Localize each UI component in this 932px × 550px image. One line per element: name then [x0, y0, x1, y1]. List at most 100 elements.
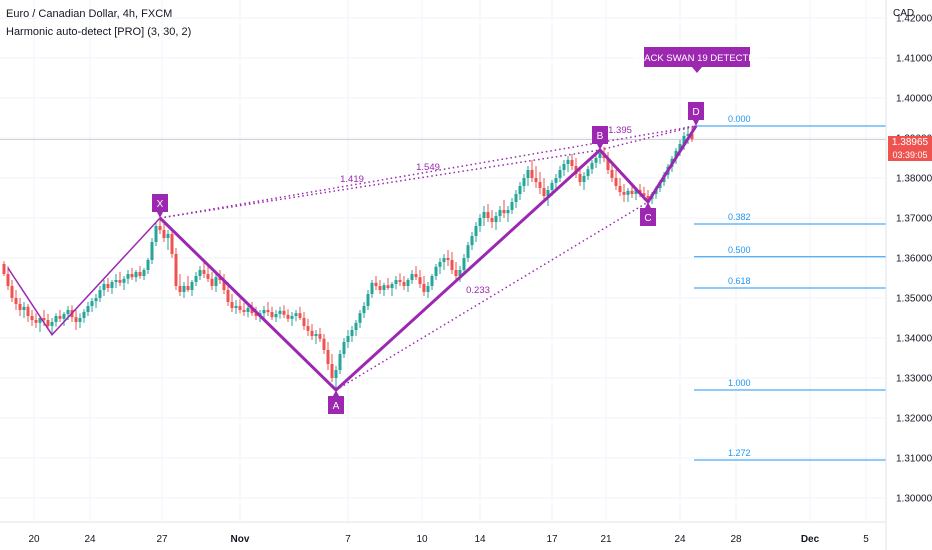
candle-body: [206, 274, 210, 279]
pattern-ratio-line: [159, 149, 601, 219]
candle-body: [442, 258, 446, 262]
candle-body: [554, 178, 558, 183]
candle-body: [210, 278, 214, 286]
candle-body: [326, 350, 330, 364]
candle-body: [198, 270, 202, 276]
candle-body: [150, 242, 154, 260]
candle-body: [678, 144, 682, 151]
candle-body: [190, 282, 194, 290]
candle-body: [278, 310, 282, 314]
candle-body: [478, 218, 482, 226]
candle-body: [394, 280, 398, 284]
y-tick-label: 1.34000: [896, 334, 932, 345]
candle-body: [98, 290, 102, 298]
candle-body: [182, 286, 186, 292]
candle-body: [646, 196, 650, 199]
candle-body: [502, 210, 506, 214]
candle-body: [42, 318, 46, 320]
candle-body: [354, 322, 358, 330]
candle-body: [226, 290, 230, 302]
candle-body: [474, 226, 478, 236]
candle-body: [674, 150, 678, 159]
candle-body: [310, 330, 314, 336]
candle-body: [610, 170, 614, 178]
point-marker-shape: [592, 126, 608, 150]
candle-body: [402, 282, 406, 286]
ratio-label: 1.549: [416, 162, 440, 173]
candle-body: [214, 277, 218, 286]
point-marker-label: D: [692, 107, 699, 118]
candle-body: [242, 310, 246, 312]
candle-body: [382, 285, 386, 290]
point-marker-shape: [152, 194, 168, 218]
pattern-ratio-line: [599, 125, 697, 151]
candle-body: [522, 178, 526, 186]
detection-banner-shape: [644, 47, 750, 73]
detection-banner: BLACK SWAN 19 DETECTED: [633, 47, 762, 73]
candle-body: [346, 336, 350, 342]
price-axis[interactable]: 1.30000 1.31000 1.32000 1.33000 1.34000 1.350…: [885, 0, 932, 550]
candle-body: [94, 298, 98, 302]
candle-body: [690, 134, 694, 140]
candle-body: [286, 314, 290, 319]
chart-grid: [0, 0, 886, 522]
candle-body: [598, 153, 602, 158]
candle-body: [90, 301, 94, 306]
prior-leg: [7, 217, 161, 337]
point-marker-shape: [328, 390, 344, 414]
x-tick-label: 20: [28, 534, 40, 545]
candle-body: [74, 317, 78, 322]
candle-body: [322, 338, 326, 350]
y-tick-label: 1.30000: [896, 494, 932, 505]
candle-body: [506, 210, 510, 214]
candle-body: [618, 186, 622, 192]
candle-body: [10, 286, 14, 298]
candle-body: [138, 272, 142, 276]
candle-body: [366, 294, 370, 306]
candle-body: [262, 310, 266, 314]
candle-body: [234, 306, 238, 308]
candle-body: [434, 266, 438, 276]
candle-body: [118, 280, 122, 283]
candle-body: [22, 306, 26, 310]
candle-body: [26, 306, 30, 316]
candle-body: [338, 354, 342, 370]
candle-body: [222, 280, 226, 290]
candle-body: [154, 226, 158, 242]
candle-body: [494, 216, 498, 222]
candle-body: [170, 234, 174, 254]
candle-body: [306, 326, 310, 331]
time-axis[interactable]: 20 24 27 Nov 7 10 14 17 21 24 28 Dec 5: [0, 521, 886, 545]
point-marker-shape: [640, 202, 656, 226]
candle-body: [66, 310, 70, 314]
candle-body: [350, 330, 354, 336]
candle-body: [534, 178, 538, 182]
candle-body: [614, 178, 618, 186]
indicator-label[interactable]: Harmonic auto-detect [PRO] (3, 30, 2): [6, 26, 192, 38]
candle-body: [102, 284, 106, 290]
candle-body: [462, 258, 466, 270]
candle-body: [458, 270, 462, 276]
candle-body: [82, 312, 86, 318]
candle-body: [270, 312, 274, 318]
candle-body: [246, 308, 250, 312]
candle-body: [14, 298, 18, 304]
harmonic-pattern: 1.419 1.549 1.395 0.233 X A B C D BLACK SWAN 19 D…: [7, 47, 762, 414]
x-tick-label: 14: [474, 534, 486, 545]
y-tick-label: 1.38000: [896, 174, 932, 185]
candle-body: [6, 274, 10, 286]
candle-body: [430, 276, 434, 286]
candle-body: [418, 277, 422, 284]
candle-body: [558, 170, 562, 178]
candle-body: [110, 282, 114, 288]
candle-body: [546, 190, 550, 196]
candle-body: [410, 274, 414, 280]
candle-body: [330, 364, 334, 378]
point-marker-label: C: [644, 213, 651, 224]
chart-title: Euro / Canadian Dollar, 4h, FXCM: [6, 8, 173, 20]
detection-banner-text: BLACK SWAN 19 DETECTED: [633, 53, 762, 64]
y-tick-label: 1.36000: [896, 254, 932, 265]
point-marker-shape: [688, 102, 704, 126]
x-tick-label: Dec: [801, 534, 820, 545]
